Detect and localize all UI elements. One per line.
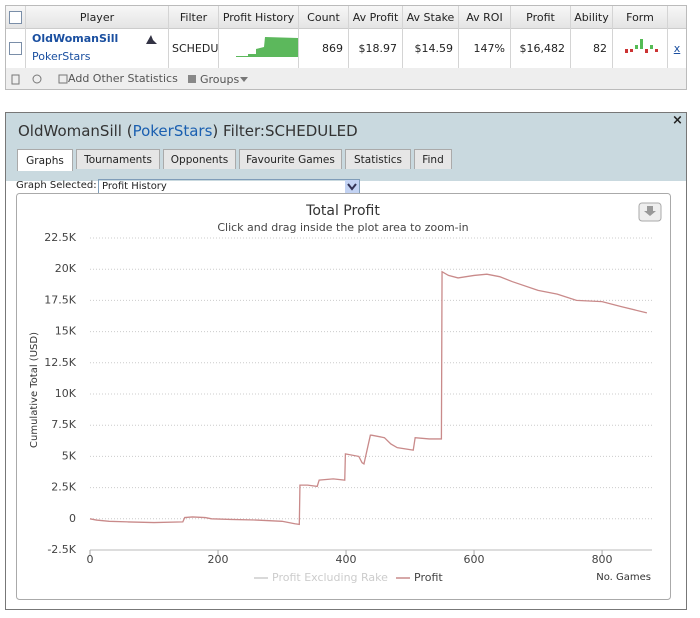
column-header[interactable]: Av Profit [349,6,403,28]
export-button[interactable] [638,202,662,222]
y-tick-label: -2.5K [47,543,76,556]
y-tick-label: 12.5K [44,356,76,369]
groups-button[interactable]: Groups [200,73,240,86]
column-header[interactable]: Player [26,6,169,28]
table-row: OldWomanSill PokerStars SCHEDULED 869 $1… [6,28,686,69]
graph-select[interactable]: Profit History [98,179,360,194]
toolbar: Add Other Statistics Groups [6,68,686,89]
x-tick-label: 800 [592,553,613,566]
tab[interactable]: Favourite Games [239,149,342,169]
stats-table: Player Filter Profit History Count Av Pr… [5,5,687,90]
column-header[interactable]: Ability [571,6,613,28]
panel-header: OldWomanSill (PokerStars) Filter:SCHEDUL… [6,113,686,181]
av-profit-cell: $18.97 [349,28,403,68]
title-site[interactable]: PokerStars [132,122,213,140]
groups-icon [188,75,196,83]
y-tick-label: 7.5K [51,418,76,431]
x-tick-label: 400 [336,553,357,566]
graph-select-value: Profit History [102,181,167,192]
x-tick-label: 200 [208,553,229,566]
tab[interactable]: Statistics [345,149,411,169]
legend-label: Profit [414,571,443,584]
profit-history-cell [219,28,299,68]
x-axis-label: No. Games [596,572,651,583]
chart-subtitle: Click and drag inside the plot area to z… [217,221,468,234]
chart-frame [16,193,671,600]
legend-label: Profit Excluding Rake [272,571,388,584]
y-tick-label: 17.5K [44,293,76,306]
header-checkbox-cell [6,6,26,28]
tab[interactable]: Find [414,149,452,169]
y-tick-label: 15K [55,325,77,338]
column-header[interactable]: Filter [169,6,219,28]
av-stake-cell: $14.59 [403,28,459,68]
y-tick-label: 5K [62,449,77,462]
form-cell [613,28,668,68]
y-tick-label: 22.5K [44,231,76,244]
column-header[interactable]: Profit [511,6,571,28]
y-tick-label: 10K [55,387,77,400]
y-axis-label: Cumulative Total (USD) [29,332,40,448]
chart: Total Profit Click and drag inside the p… [16,193,671,600]
profit-line [89,270,648,526]
checkbox[interactable] [9,41,22,55]
count-cell: 869 [299,28,349,68]
form-sparkline [625,39,658,53]
y-tick-label: 20K [55,262,77,275]
player-cell: OldWomanSill PokerStars [26,28,169,68]
site-icon [146,35,157,44]
x-tick-label: 0 [87,553,94,566]
toolbar-icons [11,74,68,85]
column-header[interactable]: Profit History [219,6,299,28]
row-checkbox-cell [6,28,26,68]
column-header[interactable]: Form [613,6,668,28]
filter-cell: SCHEDULED [169,28,219,68]
checkbox[interactable] [9,10,22,24]
column-header[interactable]: Av Stake [403,6,459,28]
y-tick-label: 0 [69,512,76,525]
av-roi-cell: 147% [459,28,511,68]
dropdown-arrow [240,77,248,82]
title-part: OldWomanSill ( [18,122,133,140]
chart-title: Total Profit [305,203,380,219]
tab[interactable]: Graphs [17,149,73,171]
graph-select-label: Graph Selected: [16,180,97,191]
player-site[interactable]: PokerStars [32,50,91,63]
title-part: ) Filter:SCHEDULED [212,122,358,140]
tab[interactable]: Tournaments [76,149,160,169]
select-arrow [345,180,359,193]
remove-link[interactable]: x [673,41,681,55]
player-name[interactable]: OldWomanSill [32,32,119,45]
panel-title: OldWomanSill (PokerStars) Filter:SCHEDUL… [18,122,358,140]
ability-cell: 82 [571,28,613,68]
profit-sparkline [235,37,298,57]
add-statistics-button[interactable]: Add Other Statistics [68,72,178,85]
tab[interactable]: Opponents [163,149,236,169]
column-header[interactable]: Av ROI [459,6,511,28]
x-tick-label: 600 [464,553,485,566]
y-tick-label: 2.5K [51,481,76,494]
profit-cell: $16,482 [511,28,571,68]
column-header[interactable]: Count [299,6,349,28]
panel-close[interactable]: × [672,113,683,128]
table-header: Player Filter Profit History Count Av Pr… [6,6,686,29]
